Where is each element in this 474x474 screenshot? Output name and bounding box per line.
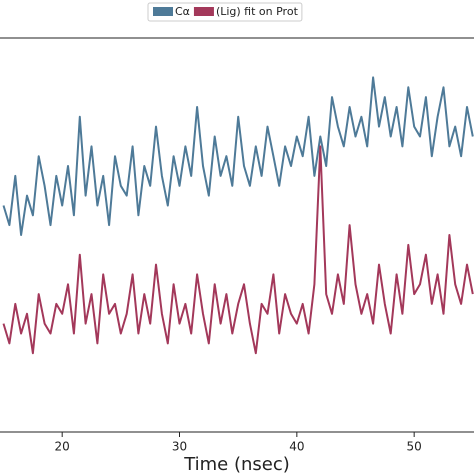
x-axis-label: Time (nsec) [183,454,290,474]
data-line [2,76,474,236]
x-tick-label: 50 [407,440,422,454]
legend-label: Cα [175,5,190,18]
legend-box [147,2,303,22]
x-tick-label: 40 [289,440,304,454]
legend-swatch [193,7,214,16]
x-tick-label: 20 [55,440,70,454]
data-line [2,145,474,355]
x-tick-label: 30 [172,440,187,454]
legend-label: (Lig) fit on Prot [216,5,299,18]
legend-swatch [153,7,173,16]
